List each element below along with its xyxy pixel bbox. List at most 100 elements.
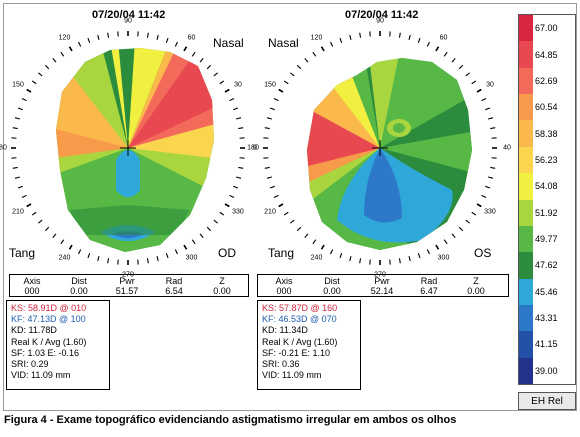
left-ks-value: KS: 58.91D @ 010 bbox=[11, 303, 87, 313]
scale-color-swatch bbox=[519, 252, 533, 280]
angle-label: 30 bbox=[234, 81, 242, 88]
scale-color-swatch bbox=[519, 67, 533, 95]
right-stat-header: Pwr bbox=[374, 276, 390, 286]
left-stat-value: 51.57 bbox=[115, 286, 139, 296]
degree-tick bbox=[266, 176, 272, 179]
left-degree-ring bbox=[11, 31, 245, 265]
degree-tick bbox=[206, 64, 212, 70]
scale-unit-button[interactable]: EH Rel bbox=[518, 392, 576, 410]
degree-tick bbox=[485, 107, 491, 111]
angle-label: 150 bbox=[12, 81, 24, 88]
degree-tick bbox=[219, 211, 225, 216]
degree-tick bbox=[320, 244, 325, 250]
right-tang-label: Tang bbox=[268, 246, 295, 260]
left-nasal-label: Nasal bbox=[213, 36, 244, 50]
degree-tick bbox=[266, 117, 272, 120]
left-stat-header: Pwr bbox=[119, 276, 135, 286]
scale-color-swatch bbox=[519, 331, 533, 359]
right-vid: VID: 11.09 mm bbox=[262, 370, 322, 381]
scale-color-swatch bbox=[519, 15, 533, 42]
right-sri: SRI: 0.36 bbox=[262, 359, 300, 370]
scale-value-label: 56.23 bbox=[535, 154, 558, 165]
right-stat-value: 0.00 bbox=[323, 286, 341, 296]
degree-tick bbox=[21, 194, 27, 198]
degree-tick bbox=[12, 127, 18, 130]
right-stat-header: Axis bbox=[275, 276, 293, 286]
scale-value-label: 39.00 bbox=[535, 365, 558, 376]
degree-tick bbox=[339, 253, 343, 259]
scale-color-swatch bbox=[519, 357, 533, 385]
color-scale-legend: 67.00 64.85 62.69 60.54 58.38 56.23 54.08 51.92… bbox=[518, 14, 576, 385]
angle-label: 270 bbox=[374, 271, 386, 279]
angle-label: 300 bbox=[437, 254, 450, 262]
right-stat-value: 000 bbox=[276, 286, 292, 296]
degree-tick bbox=[87, 253, 91, 259]
degree-tick bbox=[485, 185, 491, 189]
angle-label: 330 bbox=[484, 208, 496, 215]
right-topography-map bbox=[263, 31, 497, 265]
degree-tick bbox=[238, 127, 244, 130]
degree-tick bbox=[417, 253, 421, 259]
degree-tick bbox=[476, 88, 482, 93]
degree-tick bbox=[107, 258, 110, 264]
right-stat-value: 0.00 bbox=[467, 286, 485, 296]
degree-tick bbox=[146, 258, 149, 264]
right-stat-value: 6.47 bbox=[420, 286, 438, 296]
angle-label: 210 bbox=[12, 208, 24, 215]
degree-tick bbox=[426, 41, 430, 47]
angle-label: 30 bbox=[486, 81, 494, 88]
degree-tick bbox=[417, 37, 421, 43]
degree-tick bbox=[68, 244, 73, 250]
figure-caption: Figura 4 - Exame topográfico evidenciand… bbox=[4, 414, 457, 426]
left-sf-e: SF: 1.03 E: -0.16 bbox=[11, 347, 80, 358]
scale-value-label: 49.77 bbox=[535, 234, 558, 245]
degree-tick bbox=[435, 46, 440, 52]
scale-value-label: 45.46 bbox=[535, 286, 558, 297]
right-exam-date: 07/20/04 11:42 bbox=[345, 9, 419, 21]
degree-tick bbox=[296, 226, 302, 232]
degree-tick bbox=[236, 176, 242, 179]
degree-tick bbox=[44, 226, 50, 232]
left-stat-value: 6.54 bbox=[165, 286, 183, 296]
degree-tick bbox=[174, 249, 178, 255]
scale-color-swatch bbox=[519, 304, 533, 332]
right-sf-e: SF: -0.21 E: 1.10 bbox=[262, 347, 331, 358]
scale-value-label: 67.00 bbox=[535, 23, 558, 34]
degree-tick bbox=[17, 185, 23, 189]
degree-tick bbox=[38, 72, 43, 77]
degree-tick bbox=[296, 64, 302, 70]
degree-tick bbox=[165, 253, 169, 259]
degree-tick bbox=[458, 64, 464, 70]
angle-label: 300 bbox=[185, 254, 198, 262]
degree-tick bbox=[224, 88, 230, 93]
degree-tick bbox=[471, 211, 477, 216]
degree-tick bbox=[435, 244, 440, 250]
angle-label: 120 bbox=[58, 34, 71, 42]
angle-label: 40 bbox=[503, 144, 511, 152]
left-sri: SRI: 0.29 bbox=[11, 359, 49, 370]
degree-tick bbox=[78, 41, 82, 47]
left-exam-date: 07/20/04 11:42 bbox=[92, 9, 166, 21]
left-kf-value: KF: 47.13D @ 100 bbox=[11, 314, 86, 325]
angle-label: 240 bbox=[58, 254, 71, 262]
degree-tick bbox=[107, 32, 110, 38]
degree-tick bbox=[443, 239, 448, 245]
left-stat-header: Z bbox=[219, 276, 225, 286]
degree-tick bbox=[238, 166, 244, 169]
degree-tick bbox=[426, 249, 430, 255]
degree-tick bbox=[408, 34, 411, 40]
degree-tick bbox=[476, 203, 482, 208]
right-stats-table: Axis Dist Pwr Rad Z 000 0.00 52.14 6.47 … bbox=[257, 274, 509, 297]
degree-tick bbox=[488, 117, 494, 120]
degree-tick bbox=[165, 37, 169, 43]
right-nasal-label: Nasal bbox=[268, 36, 299, 50]
degree-tick bbox=[52, 58, 57, 63]
degree-tick bbox=[199, 233, 204, 238]
degree-tick bbox=[278, 203, 284, 208]
scale-value-label: 54.08 bbox=[535, 181, 558, 192]
scale-value-label: 41.15 bbox=[535, 339, 558, 350]
right-ks-value: KS: 57.87D @ 160 bbox=[262, 303, 338, 313]
degree-tick bbox=[219, 80, 225, 85]
right-kf-value: KF: 46.53D @ 070 bbox=[262, 314, 337, 325]
degree-tick bbox=[38, 219, 43, 224]
